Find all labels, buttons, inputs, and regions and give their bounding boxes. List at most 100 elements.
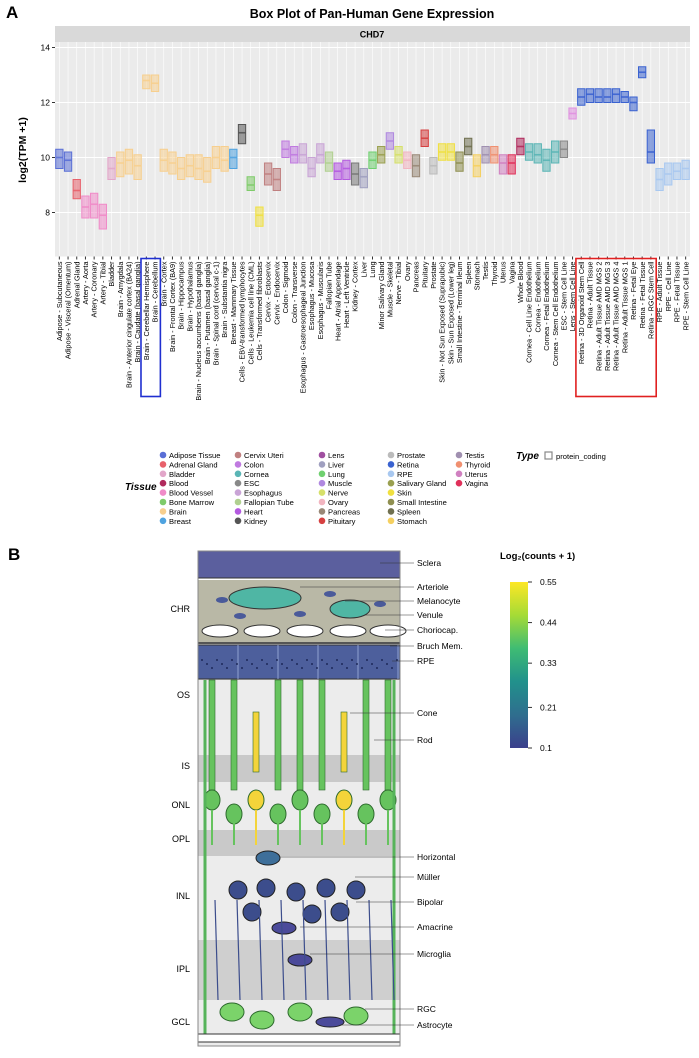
colorbar (510, 582, 528, 748)
rpe-granule (201, 659, 203, 661)
legend-swatch (234, 461, 242, 468)
x-tick-label: Thyroid (490, 262, 499, 286)
colorbar-tick-label: 0.44 (540, 618, 557, 628)
rgc (249, 1010, 275, 1030)
rpe-granule (281, 663, 283, 665)
structure-label: RGC (417, 1004, 436, 1014)
horizontal-cell (255, 850, 281, 866)
legend-swatch (318, 498, 326, 506)
rpe-granule (211, 667, 213, 669)
legend-swatch (387, 498, 395, 506)
legend-label: Prostate (397, 451, 425, 460)
y-tick-label: 12 (41, 98, 51, 108)
facet-strip (55, 26, 690, 42)
rod (274, 679, 282, 791)
structure-label: Arteriole (417, 582, 449, 592)
photoreceptor-soma (291, 789, 309, 811)
rpe-granule (346, 667, 348, 669)
legend-label: Nerve (328, 489, 348, 498)
x-tick-label: Brain - Caudate (basal ganglia) (133, 262, 142, 363)
legend-swatch (159, 508, 167, 515)
rpe-granule (216, 659, 218, 661)
x-tick-label: Retina - RGC Stem Cell (646, 261, 655, 339)
legend-swatch (234, 451, 242, 459)
photoreceptor-soma (247, 789, 265, 811)
legend-swatch (234, 479, 242, 487)
inner-limiting-membrane (197, 1033, 401, 1043)
x-tick-label: Testis (481, 261, 490, 280)
box (533, 143, 542, 164)
inl-cell (256, 878, 276, 898)
legend-label: Vagina (465, 479, 489, 488)
rpe-granule (351, 659, 353, 661)
x-tick-label: Brain - Frontal Cortex (BA9) (168, 262, 177, 352)
layer-label: GCL (171, 1017, 190, 1027)
ipl-process (324, 899, 329, 1001)
legend-label: Colon (244, 460, 264, 469)
box (55, 148, 64, 169)
structure-label: Amacrine (417, 922, 453, 932)
melanocyte (216, 597, 228, 603)
x-tick-label: Cornea - Cell Line Endothelium (525, 262, 534, 363)
x-tick-label: Brain - Cortex (159, 261, 168, 306)
rpe-granule (276, 659, 278, 661)
x-tick-label: Brain - Cerebellum (151, 262, 160, 323)
legend-swatch (455, 461, 463, 468)
legend-swatch (387, 451, 395, 459)
box (307, 157, 316, 178)
rpe-granule (316, 667, 318, 669)
choriocapillaris (329, 624, 367, 638)
rpe-granule (256, 667, 258, 669)
x-tick-label: Stomach (472, 262, 481, 291)
legend-swatch (159, 498, 167, 506)
x-tick-label: RPE - Stem Cell Line (681, 262, 690, 331)
rpe-granule (396, 659, 398, 661)
structure-label: Sclera (417, 558, 441, 568)
x-tick-label: Cervix - Ectocervix (264, 261, 273, 322)
ipl-process (258, 899, 263, 1001)
rpe-granule (386, 663, 388, 665)
colorbar-title: Log₂(counts + 1) (500, 551, 575, 562)
legend-label: Skin (397, 489, 412, 498)
x-tick-label: Cells - Transformed fibroblasts (255, 261, 264, 360)
x-tick-label: Adipose - Subcutaneous (55, 261, 64, 341)
legend-swatch (387, 479, 395, 487)
x-tick-label: Cornea - Fetal Endothelium (542, 262, 551, 351)
legend-label: Breast (169, 517, 192, 526)
rpe-granule (331, 667, 333, 669)
x-tick-label: Brain - Hippocampus (177, 261, 186, 329)
x-tick-label: Colon - Sigmoid (281, 262, 290, 314)
legend-swatch (159, 479, 167, 487)
box (681, 159, 690, 180)
x-tick-label: Uterus (499, 261, 508, 283)
x-tick-label: ESC - Stem Cell Line (559, 262, 568, 331)
x-tick-label: Artery - Aorta (81, 261, 90, 305)
legend-swatch (387, 461, 395, 468)
x-tick-label: Adrenal Gland (72, 262, 81, 309)
legend-swatch (318, 479, 326, 487)
structure-label: Bruch Mem. (417, 641, 463, 651)
rod (384, 679, 392, 791)
legend-swatch (455, 479, 463, 487)
x-tick-label: Retina - Adult Tissue AMD MGS 2 (594, 262, 603, 372)
box (142, 74, 151, 90)
x-tick-label: Artery - Coronary (90, 261, 99, 317)
legend-swatch (318, 489, 326, 496)
structure-label: Cone (417, 708, 438, 718)
x-tick-label: RPE - Fetal Tissue (673, 262, 682, 323)
x-tick-label: Fallopian Tube (325, 262, 334, 310)
legend-label: ESC (244, 479, 260, 488)
rod (230, 679, 238, 791)
diagram-frame (197, 550, 401, 1047)
melanocyte (234, 613, 246, 619)
x-tick-label: Retina - Fetal Tissue (638, 262, 647, 329)
x-tick-label: Small Intestine - Terminal Ileum (455, 262, 464, 364)
x-tick-label: Brain - Spinal cord (cervical c-1) (212, 262, 221, 366)
legend-label: Thyroid (465, 460, 490, 469)
x-tick-label: Liver (359, 261, 368, 277)
legend-label: Lung (328, 470, 345, 479)
inl-cell (330, 902, 350, 922)
structure-label: Horizontal (417, 852, 455, 862)
panel-letter: B (8, 545, 20, 564)
